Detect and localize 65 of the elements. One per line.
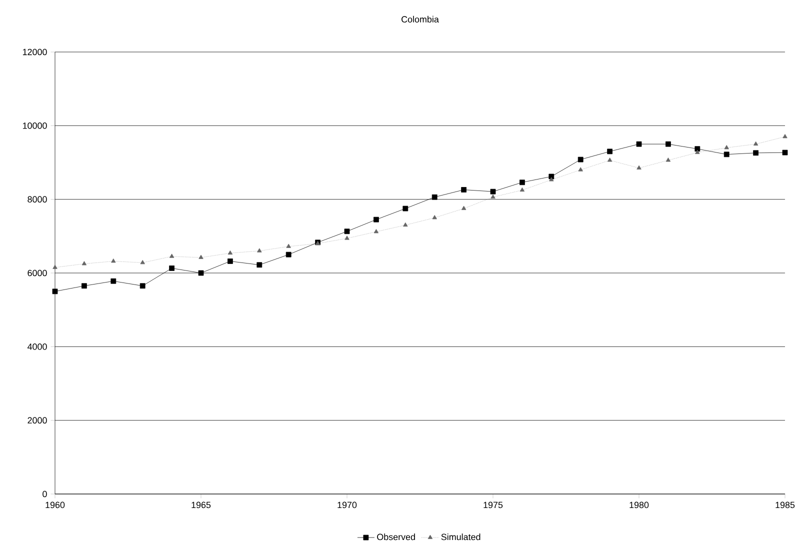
point (403, 222, 408, 227)
point (607, 148, 612, 154)
y-tick-label: 12000 (22, 48, 47, 56)
point (490, 194, 496, 199)
point (607, 158, 612, 162)
point (286, 244, 291, 248)
point (782, 150, 788, 156)
point (520, 180, 525, 186)
point (82, 261, 87, 266)
point (344, 236, 350, 240)
point (753, 150, 758, 156)
point (111, 258, 116, 263)
y-tick-label: 6000 (28, 270, 47, 276)
point (432, 215, 437, 220)
point (198, 270, 204, 276)
point (782, 134, 788, 138)
point (52, 288, 58, 294)
point (228, 250, 233, 255)
point (52, 264, 58, 269)
point (578, 156, 584, 162)
point (198, 254, 204, 259)
legend-label: Observed (377, 534, 415, 540)
point (490, 188, 496, 194)
point (374, 216, 379, 222)
y-tick-label: 2000 (28, 417, 47, 424)
y-tick-label: 0 (42, 490, 47, 498)
x-tick-label: 1975 (484, 502, 503, 508)
point (520, 187, 525, 192)
point (636, 165, 642, 170)
y-tick-label: 8000 (28, 196, 47, 203)
point (666, 158, 671, 162)
y-tick-label: 10000 (22, 122, 47, 129)
point (257, 248, 262, 252)
point (286, 252, 292, 258)
point (695, 150, 700, 154)
point (666, 141, 671, 147)
point (402, 206, 408, 212)
point (374, 229, 379, 234)
point (140, 283, 146, 289)
point (724, 145, 729, 150)
point (110, 278, 116, 284)
point (724, 152, 730, 158)
point (432, 194, 438, 200)
legend-label: Simulated (441, 534, 480, 540)
point (228, 258, 233, 264)
point (549, 177, 554, 182)
point (578, 167, 583, 172)
x-tick-label: 1965 (192, 502, 211, 508)
point (636, 141, 642, 147)
y-tick-label: 4000 (27, 343, 47, 350)
point (461, 187, 466, 192)
point (140, 260, 145, 264)
x-tick-label: 1970 (338, 502, 357, 508)
x-tick-label: 1960 (46, 502, 65, 508)
point (694, 146, 700, 152)
x-tick-label: 1980 (630, 502, 649, 508)
point (461, 206, 466, 210)
x-tick-label: 1985 (776, 502, 795, 508)
point (169, 254, 174, 258)
point (82, 283, 87, 289)
point (753, 141, 758, 146)
chart-title: Colombia (402, 16, 439, 22)
point (256, 262, 262, 268)
point (344, 228, 350, 234)
point (169, 266, 174, 271)
